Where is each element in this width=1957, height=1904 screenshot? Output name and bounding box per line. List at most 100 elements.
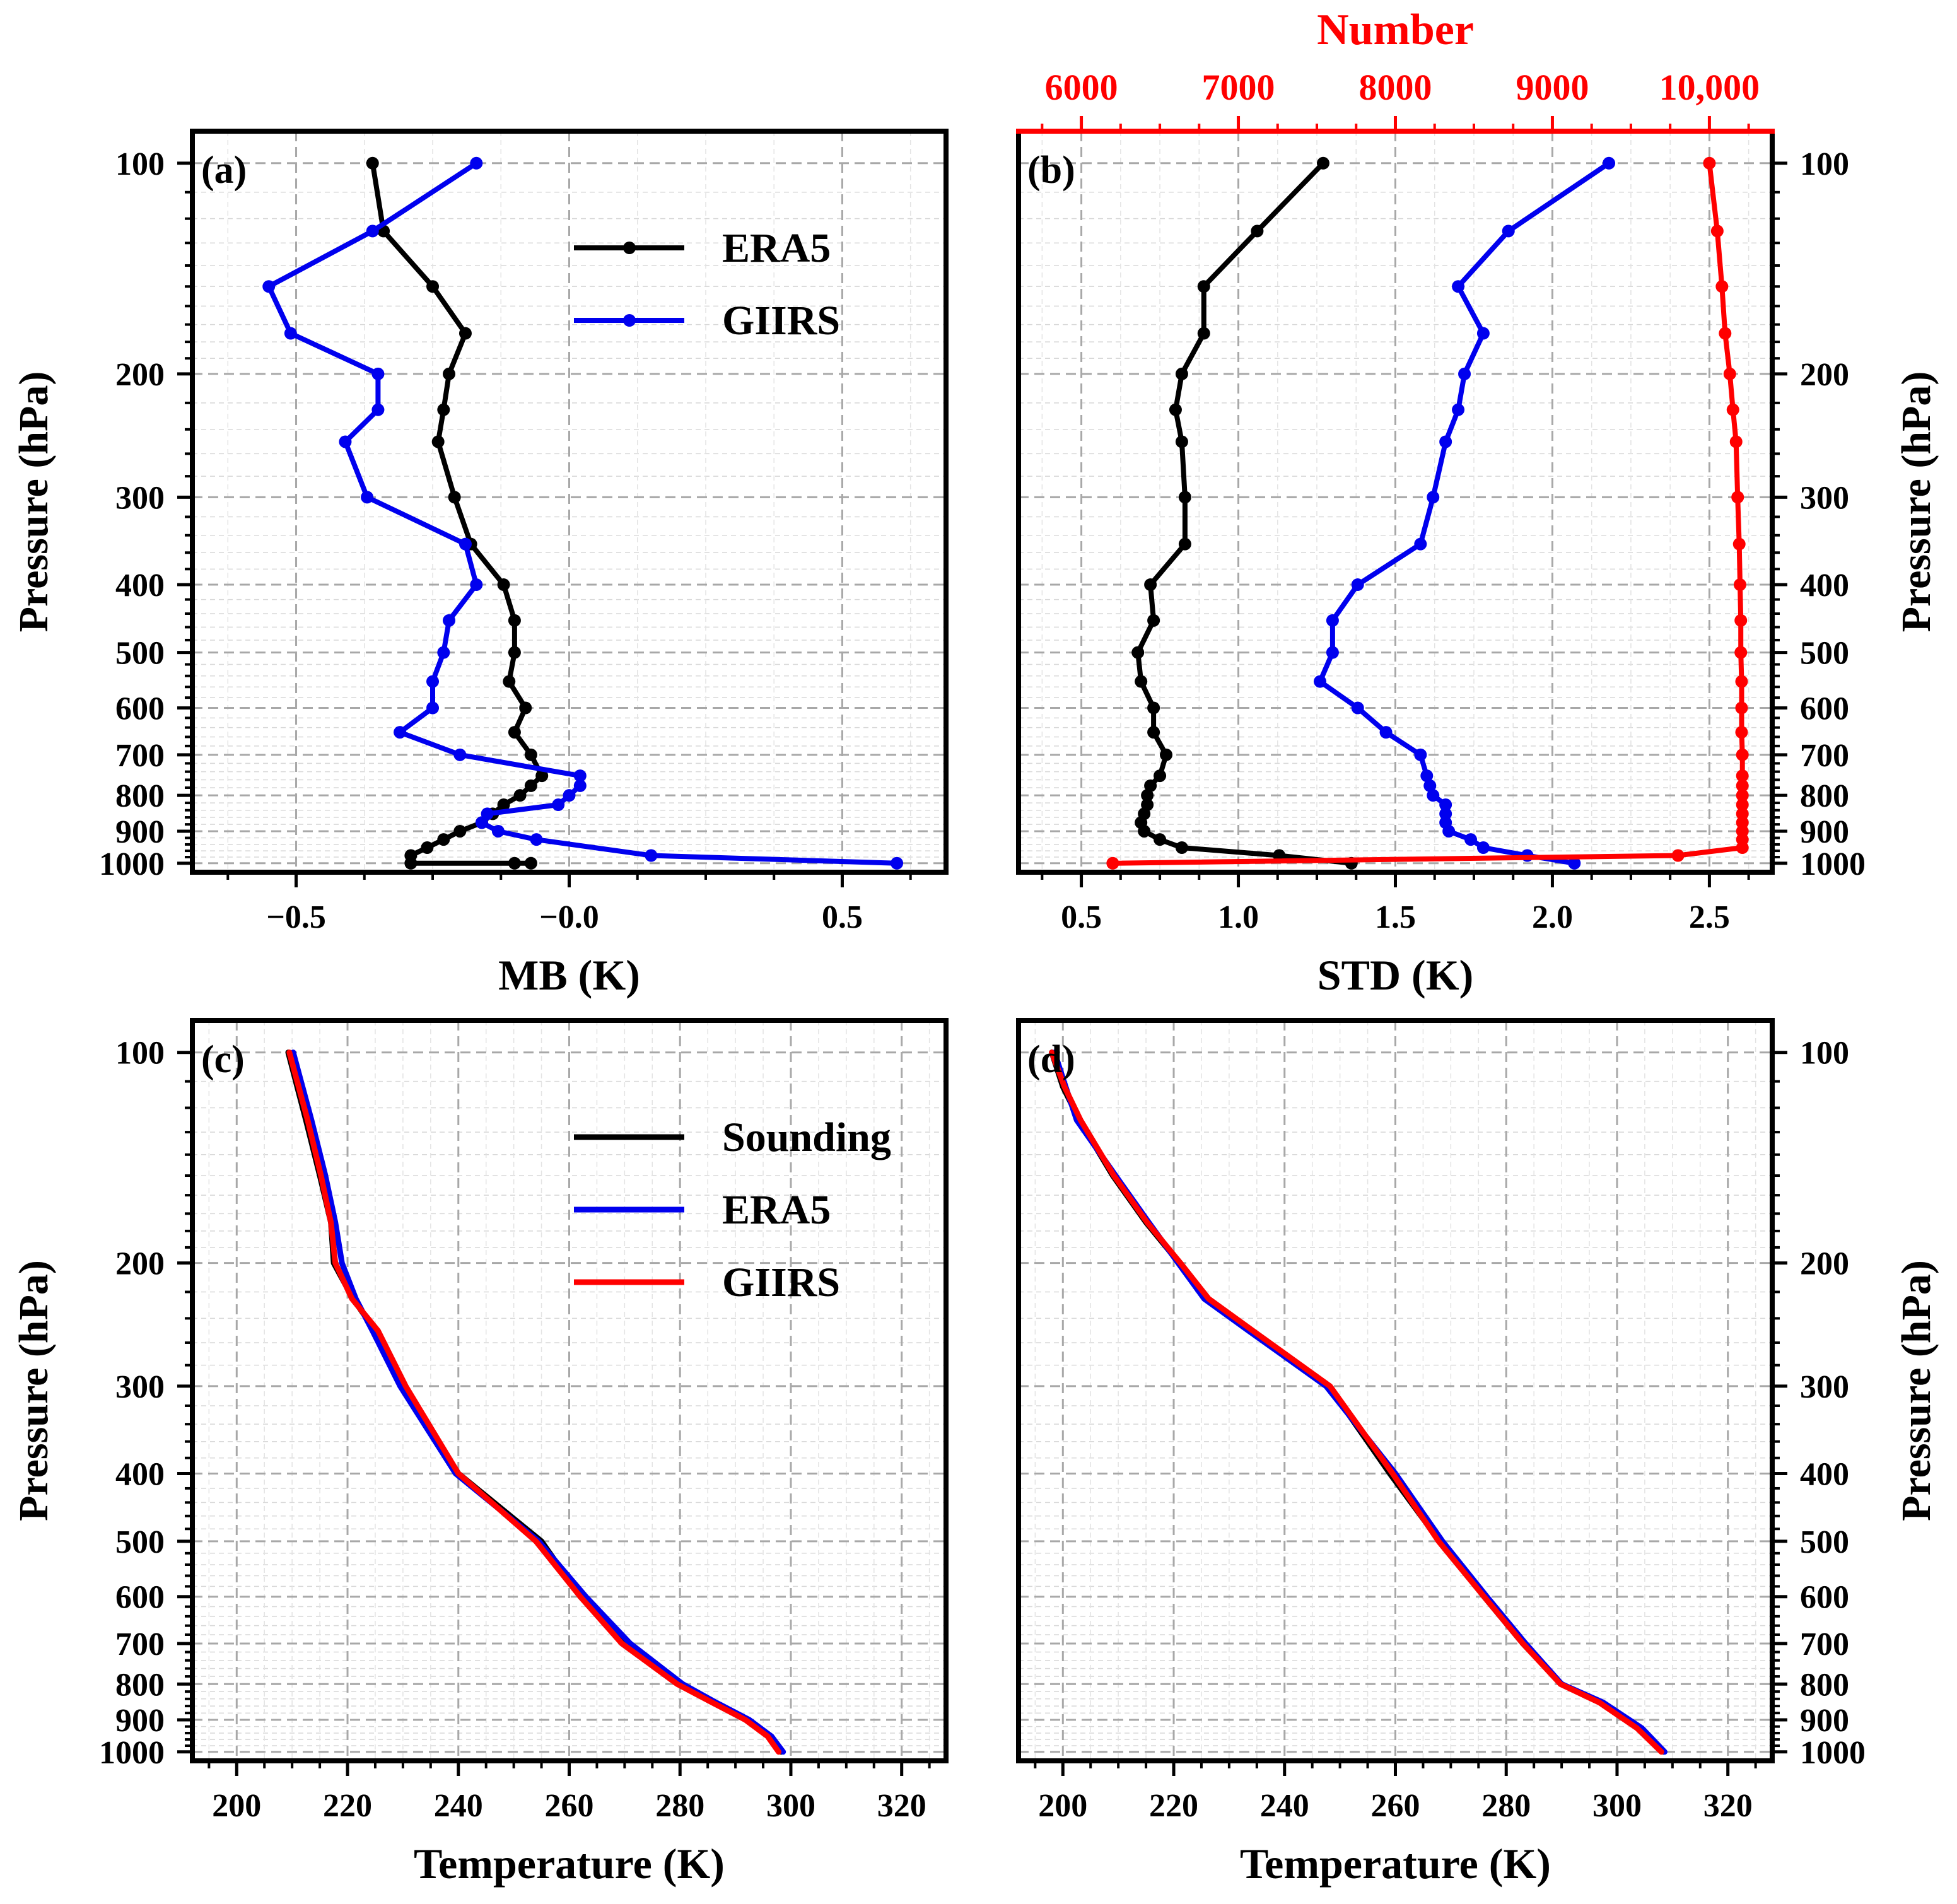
data-point-era5 <box>1144 578 1157 592</box>
y-tick-label: 700 <box>115 738 165 774</box>
legend-label-giirs: GIIRS <box>722 1259 840 1305</box>
data-point-number <box>1736 779 1749 792</box>
legend-label-era5: ERA5 <box>722 225 831 271</box>
y-tick-label: 300 <box>115 480 165 516</box>
data-point-number <box>1735 701 1748 715</box>
data-point-era5 <box>1175 841 1188 855</box>
data-point-number <box>1734 646 1748 659</box>
y-tick-label: 900 <box>115 1703 165 1739</box>
data-point-era5 <box>535 769 549 783</box>
data-point-giirs <box>1603 156 1616 170</box>
data-point-era5 <box>503 675 516 688</box>
data-point-era5 <box>1178 491 1191 504</box>
x-tick-label: 2.5 <box>1689 899 1730 935</box>
y-tick-label: 100 <box>115 1036 165 1072</box>
x-tick-label: 200 <box>212 1788 261 1824</box>
top-tick-label: 6000 <box>1045 67 1118 108</box>
data-point-number <box>1736 841 1749 855</box>
data-point-number <box>1735 675 1748 688</box>
data-point-giirs <box>371 403 385 416</box>
data-point-number <box>1719 327 1732 340</box>
data-point-era5 <box>1147 701 1160 715</box>
data-point-number <box>1736 769 1749 783</box>
data-point-era5 <box>453 824 467 838</box>
x-tick-label: 280 <box>655 1788 704 1824</box>
data-point-number <box>1731 491 1744 504</box>
data-point-giirs <box>1502 225 1515 238</box>
data-point-era5 <box>1169 403 1182 416</box>
y-tick-label: 1000 <box>1800 846 1866 882</box>
data-point-giirs <box>1568 856 1581 870</box>
y-tick-label: 400 <box>1800 568 1849 604</box>
data-point-giirs <box>1351 578 1364 592</box>
data-point-giirs <box>573 779 587 792</box>
y-tick-label: 800 <box>115 778 165 814</box>
y-tick-label: 700 <box>1800 738 1849 774</box>
data-point-era5 <box>437 403 450 416</box>
y-tick-label: 600 <box>1800 1580 1849 1616</box>
data-point-giirs <box>394 726 407 739</box>
data-point-era5 <box>421 841 434 855</box>
data-point-era5 <box>1138 824 1151 838</box>
y-tick-label: 1000 <box>99 1735 165 1771</box>
top-axis: 6000 7000 8000 9000 10,000 Number <box>1041 6 1760 131</box>
x-tick-label: 200 <box>1038 1788 1087 1824</box>
data-point-giirs <box>366 225 379 238</box>
series-group <box>1049 1049 1668 1755</box>
data-point-giirs <box>1452 403 1465 416</box>
data-point-giirs <box>262 280 276 293</box>
data-point-giirs <box>1427 789 1440 802</box>
data-point-era5 <box>1131 646 1145 659</box>
y-tick-label: 400 <box>1800 1456 1849 1492</box>
data-point-era5 <box>524 748 537 761</box>
data-point-era5 <box>437 833 450 846</box>
data-point-giirs <box>371 367 385 380</box>
legend-label-giirs: GIIRS <box>722 298 840 344</box>
data-point-giirs <box>1414 537 1427 551</box>
data-point-era5 <box>519 701 532 715</box>
y-tick-label: 1000 <box>99 846 165 882</box>
y-tick-label: 200 <box>115 1246 165 1282</box>
data-point-giirs <box>442 614 455 627</box>
x-axis-label: STD (K) <box>1317 951 1473 999</box>
data-point-era5 <box>404 856 418 870</box>
data-point-number <box>1710 225 1724 238</box>
y-tick-label: 500 <box>1800 1524 1849 1560</box>
data-point-era5 <box>508 646 521 659</box>
series-group <box>1106 156 1749 870</box>
data-point-number <box>1733 578 1746 592</box>
x-axis-label: Temperature (K) <box>1240 1840 1551 1888</box>
data-point-era5 <box>497 578 510 592</box>
data-point-number <box>1723 367 1736 380</box>
x-tick-label: 2.0 <box>1532 899 1573 935</box>
data-point-era5 <box>426 280 440 293</box>
data-point-era5 <box>1147 614 1160 627</box>
x-tick-label: 220 <box>1149 1788 1198 1824</box>
legend: ERA5 GIIRS <box>574 225 840 344</box>
data-point-giirs <box>1439 798 1452 812</box>
data-point-giirs <box>552 798 565 812</box>
data-point-giirs <box>563 789 576 802</box>
data-point-giirs <box>459 537 472 551</box>
data-point-giirs <box>491 824 505 838</box>
legend-label-sounding: Sounding <box>722 1114 891 1160</box>
y-tick-label: 500 <box>115 636 165 672</box>
y-tick-label: 800 <box>1800 1667 1849 1703</box>
data-point-number <box>1735 726 1748 739</box>
top-tick-label: 10,000 <box>1659 67 1760 108</box>
x-tick-label: 220 <box>323 1788 372 1824</box>
x-tick-label: 240 <box>434 1788 483 1824</box>
data-point-era5 <box>1154 833 1167 846</box>
x-tick-label: 1.5 <box>1375 899 1416 935</box>
y-tick-label: 800 <box>115 1667 165 1703</box>
data-point-era5 <box>524 779 537 792</box>
y-tick-label: 700 <box>1800 1627 1849 1662</box>
x-tick-label: 0.5 <box>822 899 863 935</box>
data-point-giirs <box>1414 748 1427 761</box>
data-point-giirs <box>426 701 440 715</box>
x-tick-label: 260 <box>1371 1788 1420 1824</box>
